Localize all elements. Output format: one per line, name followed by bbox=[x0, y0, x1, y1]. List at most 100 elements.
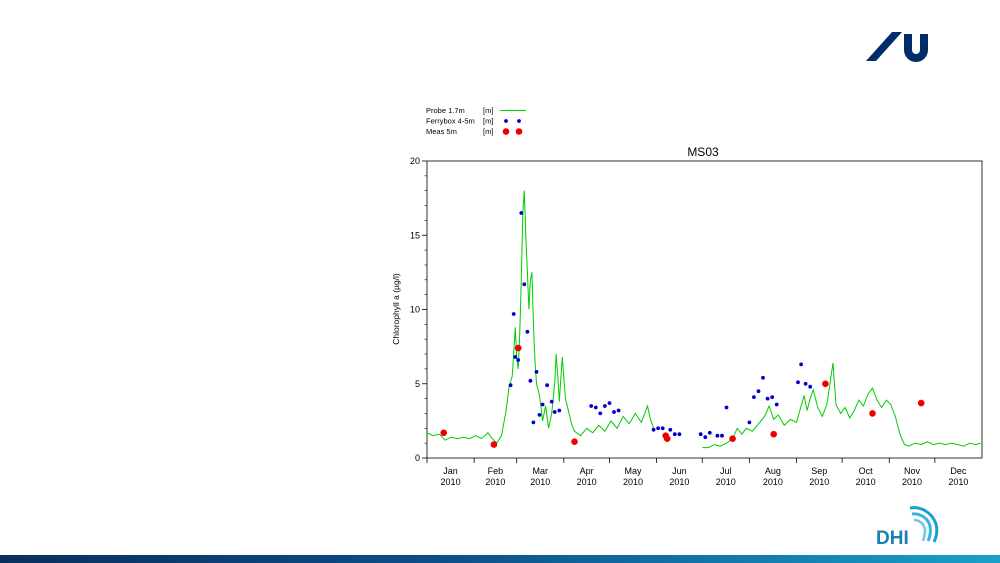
x-tick-label-month: Feb bbox=[488, 466, 504, 476]
ferrybox-point bbox=[607, 401, 612, 405]
ferrybox-point bbox=[603, 404, 607, 408]
ferrybox-point bbox=[720, 433, 724, 438]
ferrybox-point bbox=[707, 430, 712, 435]
ferrybox-point bbox=[531, 420, 536, 425]
legend-swatch-point bbox=[515, 128, 523, 135]
meas-point bbox=[770, 430, 777, 438]
ferrybox-point bbox=[557, 408, 562, 413]
ferrybox-point bbox=[698, 432, 703, 437]
dhi-wave-icon: DHI bbox=[876, 506, 939, 549]
ferrybox-point bbox=[715, 433, 720, 438]
ferrybox-point bbox=[677, 432, 682, 437]
x-tick-label-month: Jul bbox=[720, 466, 732, 476]
aarhus-university-logo-icon bbox=[866, 32, 928, 62]
legend-swatch-point bbox=[502, 128, 510, 135]
dhi-logo: DHI bbox=[872, 504, 948, 549]
x-tick-label-year: 2010 bbox=[623, 477, 643, 487]
ferrybox-point bbox=[656, 426, 660, 431]
ferrybox-point bbox=[528, 378, 533, 383]
probe-line-segment bbox=[702, 362, 981, 449]
legend-unit: [m] bbox=[483, 106, 493, 115]
ferrybox-point bbox=[612, 410, 616, 414]
ferrybox-point bbox=[552, 410, 557, 414]
ferrybox-point bbox=[525, 329, 530, 334]
y-tick-label: 5 bbox=[415, 379, 420, 389]
x-tick-label-month: May bbox=[625, 466, 643, 476]
x-tick-label-year: 2010 bbox=[809, 477, 829, 487]
x-tick-label-year: 2010 bbox=[669, 477, 689, 487]
ferrybox-point bbox=[508, 383, 513, 388]
meas-point bbox=[514, 344, 522, 352]
x-tick-label-month: Nov bbox=[904, 466, 921, 476]
ferrybox-point bbox=[752, 395, 756, 399]
x-tick-label-month: Sep bbox=[811, 466, 827, 476]
x-tick-label-month: Aug bbox=[765, 466, 781, 476]
ferrybox-point bbox=[549, 399, 554, 404]
legend-swatch-point bbox=[504, 119, 508, 123]
y-tick-label: 10 bbox=[410, 305, 420, 315]
ferrybox-point bbox=[756, 389, 761, 394]
ferrybox-point bbox=[534, 370, 539, 374]
ferrybox-point bbox=[537, 413, 542, 417]
ferrybox-point bbox=[540, 402, 545, 407]
ferrybox-point bbox=[511, 312, 516, 316]
ferrybox-point bbox=[803, 381, 808, 386]
legend-unit: [m] bbox=[483, 127, 493, 136]
ferrybox-point bbox=[651, 427, 656, 432]
meas-point bbox=[822, 380, 829, 388]
meas-point bbox=[869, 410, 876, 417]
y-tick-label: 0 bbox=[415, 453, 420, 463]
ferrybox-point bbox=[774, 402, 779, 407]
x-tick-label-year: 2010 bbox=[530, 477, 550, 487]
legend-label: Meas 5m bbox=[426, 127, 457, 136]
footer-bar bbox=[0, 555, 1000, 563]
meas-point bbox=[571, 438, 578, 446]
x-tick-label-month: Dec bbox=[950, 466, 967, 476]
ferrybox-point bbox=[513, 355, 518, 359]
ferrybox-point bbox=[545, 383, 549, 388]
ferrybox-point bbox=[724, 405, 729, 410]
series-layer bbox=[426, 190, 981, 449]
x-tick-label-month: Oct bbox=[859, 466, 874, 476]
x-tick-label-month: Jan bbox=[443, 466, 458, 476]
x-axis: Jan2010Feb2010Mar2010Apr2010May2010Jun20… bbox=[426, 458, 968, 487]
ferrybox-point bbox=[799, 362, 803, 367]
x-tick-label-year: 2010 bbox=[441, 477, 461, 487]
y-axis: 0 5 10 15 20 bbox=[410, 156, 427, 463]
ferrybox-point bbox=[765, 396, 770, 401]
ferrybox-point bbox=[761, 375, 765, 380]
ferrybox-point bbox=[808, 384, 813, 389]
legend-swatch-point bbox=[517, 119, 521, 123]
y-tick-label: 20 bbox=[410, 156, 420, 166]
ferrybox-point bbox=[747, 420, 752, 425]
x-tick-label-year: 2010 bbox=[716, 477, 736, 487]
meas-point bbox=[917, 399, 925, 407]
legend-unit: [m] bbox=[483, 117, 493, 126]
ferrybox-point bbox=[516, 358, 521, 362]
x-tick-label-year: 2010 bbox=[763, 477, 783, 487]
ferrybox-point bbox=[672, 432, 677, 437]
x-tick-label-year: 2010 bbox=[902, 477, 922, 487]
y-tick-label: 15 bbox=[410, 230, 420, 240]
x-tick-label-year: 2010 bbox=[577, 477, 597, 487]
ferrybox-point bbox=[703, 435, 708, 440]
chart-title: MS03 bbox=[687, 145, 719, 159]
legend-label: Probe 1.7m bbox=[426, 106, 465, 115]
ferrybox-point bbox=[770, 395, 775, 399]
y-axis-label: Chlorophyll a (µg/l) bbox=[391, 273, 401, 345]
probe-line-segment bbox=[426, 190, 655, 444]
x-tick-label-year: 2010 bbox=[485, 477, 505, 487]
x-tick-label-month: Mar bbox=[533, 466, 549, 476]
x-tick-label-month: Apr bbox=[580, 466, 594, 476]
ferrybox-point bbox=[668, 427, 673, 432]
legend-label: Ferrybox 4-5m bbox=[426, 117, 475, 126]
meas-point bbox=[490, 441, 498, 448]
ferrybox-point bbox=[593, 405, 598, 410]
x-tick-label-year: 2010 bbox=[948, 477, 968, 487]
plot-area bbox=[426, 160, 983, 459]
x-tick-label-month: Jun bbox=[672, 466, 687, 476]
x-tick-label-year: 2010 bbox=[856, 477, 876, 487]
meas-point bbox=[663, 435, 671, 443]
